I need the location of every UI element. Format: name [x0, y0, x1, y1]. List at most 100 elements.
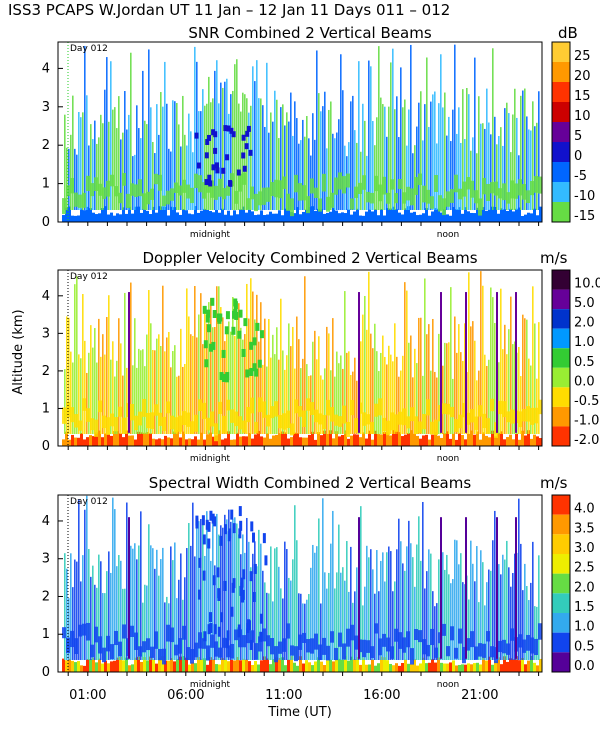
data-cell	[259, 613, 263, 624]
colorbar-label: 0.0	[574, 374, 595, 389]
data-cell	[194, 414, 198, 432]
data-cell	[65, 207, 68, 222]
data-cell	[302, 603, 304, 660]
colorbar-swatch	[552, 367, 570, 388]
data-cell	[248, 149, 253, 156]
data-cell	[470, 150, 472, 210]
data-cell	[138, 646, 142, 657]
data-cell	[378, 638, 382, 656]
data-cell	[538, 176, 542, 194]
data-cell	[200, 111, 202, 210]
y-axis-label: Altitude (km)	[11, 309, 26, 394]
data-cell	[126, 129, 128, 210]
data-cell	[434, 371, 436, 434]
data-cell	[207, 538, 211, 549]
data-cell	[406, 631, 410, 648]
data-cell	[114, 376, 116, 434]
data-cell	[114, 417, 118, 432]
data-cell	[202, 515, 204, 660]
data-cell	[202, 305, 207, 314]
data-cell	[407, 663, 410, 672]
data-cell	[164, 602, 166, 660]
data-cell	[174, 542, 176, 660]
data-cell	[506, 192, 510, 204]
plot-frame	[57, 494, 543, 673]
data-cell	[184, 577, 186, 660]
data-cell	[252, 66, 254, 210]
data-cell	[258, 191, 262, 206]
data-cell	[318, 93, 320, 210]
data-cell	[504, 559, 506, 660]
data-cell	[520, 543, 522, 660]
data-cell	[101, 437, 104, 446]
data-cell	[536, 378, 538, 434]
data-cell	[296, 665, 299, 672]
data-cell	[344, 291, 346, 434]
data-cell	[178, 124, 180, 210]
data-cell	[122, 624, 126, 639]
data-cell	[446, 663, 449, 672]
data-cell	[204, 179, 209, 186]
data-cell	[272, 121, 274, 210]
midnight-marker: midnight	[190, 680, 231, 690]
data-cell	[354, 357, 356, 434]
data-cell	[253, 563, 257, 574]
data-cell	[491, 430, 494, 446]
data-cell	[182, 95, 184, 210]
plot-frame	[57, 269, 543, 447]
data-cell	[538, 399, 542, 415]
data-cell	[266, 366, 268, 434]
data-cell	[474, 646, 478, 660]
data-cell	[510, 409, 514, 424]
data-cell	[154, 568, 156, 660]
data-cell	[209, 612, 213, 623]
data-cell	[386, 420, 390, 436]
data-cell	[394, 323, 396, 434]
data-cell	[428, 126, 430, 210]
data-cell	[335, 210, 338, 222]
data-cell	[254, 368, 259, 377]
data-cell	[422, 501, 424, 660]
data-cell	[377, 663, 380, 672]
data-cell	[518, 179, 522, 196]
data-cell	[255, 322, 260, 331]
data-cell	[62, 627, 66, 639]
data-cell	[353, 211, 356, 222]
data-cell	[404, 570, 406, 660]
data-cell	[414, 348, 416, 434]
data-cell	[89, 659, 92, 672]
data-cell	[478, 643, 482, 657]
data-cell	[510, 586, 512, 660]
data-cell	[368, 557, 370, 660]
data-cell	[462, 402, 466, 418]
data-cell	[122, 660, 125, 672]
data-cell	[236, 169, 241, 176]
data-cell	[491, 664, 494, 672]
data-cell	[122, 173, 126, 186]
data-cell	[302, 119, 304, 210]
data-cell	[353, 659, 356, 672]
data-cell	[146, 334, 148, 434]
data-cell	[342, 405, 346, 424]
data-cell	[275, 434, 278, 446]
data-cell	[202, 402, 206, 420]
data-cell	[443, 663, 446, 672]
data-cell	[292, 559, 294, 660]
data-cell	[110, 661, 113, 672]
data-cell	[116, 213, 119, 222]
data-cell	[204, 359, 209, 368]
data-cell	[430, 196, 434, 209]
data-cell	[202, 570, 206, 581]
data-cell	[167, 215, 170, 222]
data-cell	[240, 577, 244, 588]
data-cell	[192, 152, 194, 210]
data-cell	[503, 439, 506, 446]
data-cell	[328, 572, 330, 660]
data-cell	[252, 553, 254, 660]
data-cell	[338, 119, 340, 210]
data-cell	[470, 326, 472, 434]
data-cell	[182, 656, 185, 672]
data-cell	[386, 637, 390, 652]
data-cell	[113, 660, 116, 672]
data-cell	[359, 215, 362, 222]
